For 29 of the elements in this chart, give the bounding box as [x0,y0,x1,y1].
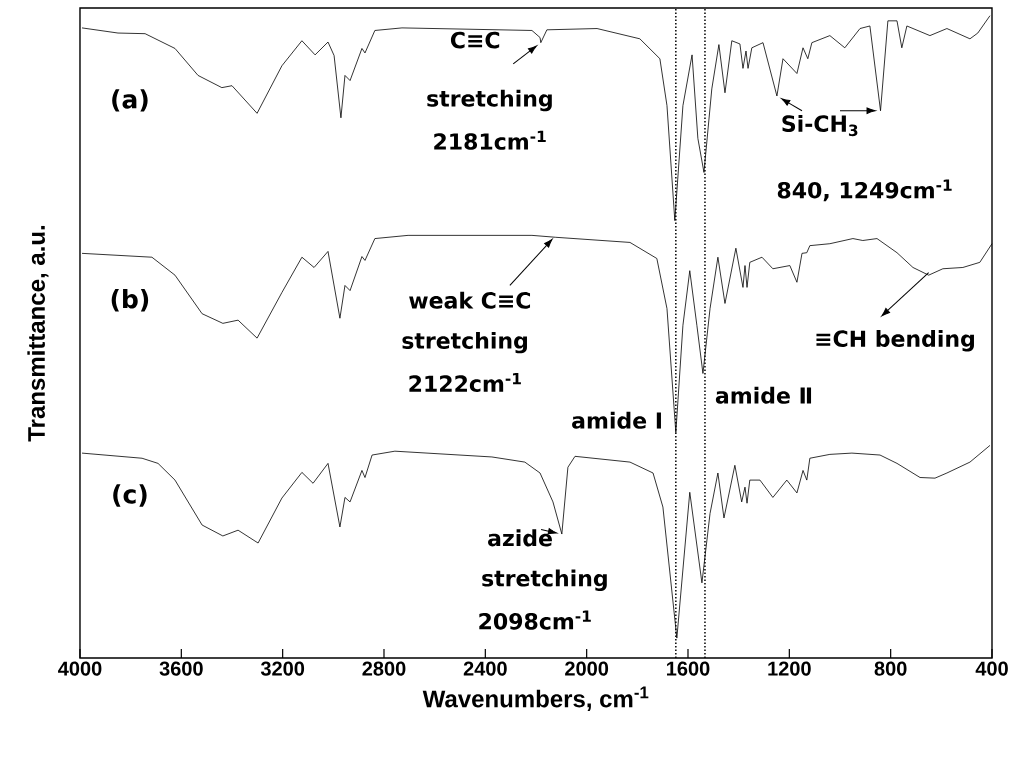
x-axis-title: Wavenumbers, cm$^{-1}$ [422,686,649,711]
annotation: 2122cm$^{-1}$ [409,372,521,392]
annotation: stretching [482,569,607,592]
annotation: 840, 1249cm$^{-1}$ [777,179,952,202]
x-tick-label: 3200 [260,661,305,676]
y-axis-title: Transmittance, a.u. [27,225,49,442]
x-tick-label: 1600 [667,661,710,676]
annotation: azide [488,529,552,547]
annotation: amide Ⅱ [715,386,812,404]
annotation: Si-CH$_{3}$ [782,114,858,137]
annotation: 2098cm$^{-1}$ [479,610,591,630]
annotation: amide Ⅰ [572,411,661,429]
annotation: weak C≡C [409,291,531,309]
x-tick-label: 800 [874,661,907,676]
annotation: stretching [402,331,527,354]
annotation: 2181cm$^{-1}$ [434,130,546,150]
annotation: ≡CH bending [816,329,974,352]
x-tick-label: 2800 [362,661,406,676]
series-label: (b) [111,289,149,312]
series-label: (a) [112,89,148,112]
annotation: C≡C [450,31,500,49]
x-tick-label: 2400 [463,661,507,676]
annotation: stretching [427,89,552,112]
x-tick-label: 1200 [768,661,811,676]
x-tick-label: 3600 [159,661,203,676]
x-tick-label: 4000 [58,661,102,676]
x-tick-label: 2000 [565,661,609,676]
series-label: (c) [113,484,147,507]
x-tick-label: 400 [975,661,1008,676]
